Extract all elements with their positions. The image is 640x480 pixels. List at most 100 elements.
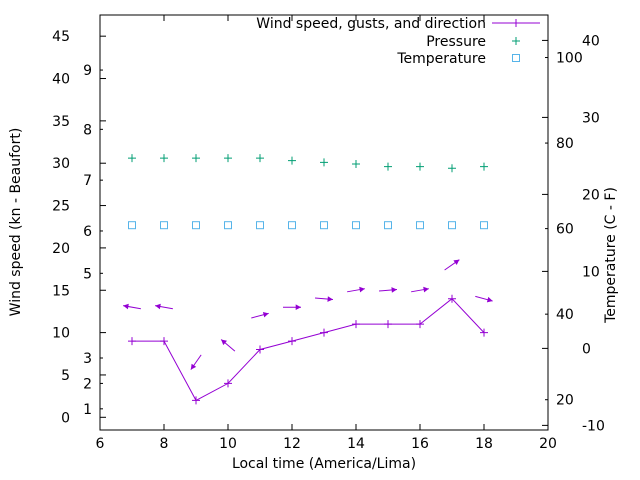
pressure-point [448, 164, 456, 173]
arrow-head [262, 312, 269, 318]
pressure-point [288, 156, 296, 165]
temperature-point [320, 221, 328, 230]
beaufort-tick-label: 2 [83, 376, 92, 392]
plot-area: 6 8 10 12 14 16 18 2005101520253035404512356789… [52, 14, 605, 452]
pressure-point [128, 154, 136, 163]
celsius-tick-label: 40 [582, 33, 600, 49]
pressure-point [416, 162, 424, 171]
x-tick-label: 16 [411, 436, 429, 452]
wind-direction-arrow [251, 312, 269, 319]
pressure-point [480, 162, 488, 171]
wind-point [320, 328, 328, 337]
kn-tick-label: 45 [52, 29, 70, 45]
x-axis-title: Local time (America/Lima) [232, 456, 416, 472]
x-tick-label: 18 [475, 436, 493, 452]
pressure-series [128, 154, 488, 173]
legend-label: Pressure [426, 34, 486, 50]
kn-tick-label: 10 [52, 326, 70, 342]
arrow-head [359, 286, 365, 293]
legend-sample-marker [512, 19, 520, 27]
wind-direction-arrow [378, 287, 398, 293]
x-tick-label: 10 [219, 436, 237, 452]
pressure-point [320, 158, 328, 167]
wind-direction-arrow [444, 259, 460, 271]
arrow-head [453, 259, 460, 265]
kn-tick-label: 35 [52, 114, 70, 130]
wind-point [160, 337, 168, 346]
temperature-point [416, 221, 424, 230]
fahrenheit-tick-label: 20 [556, 393, 574, 409]
temperature-point [192, 221, 200, 230]
wind-point [224, 379, 232, 388]
kn-tick-label: 15 [52, 283, 70, 299]
temperature-point [448, 221, 456, 230]
fahrenheit-tick-label: 100 [556, 51, 583, 67]
arrow-head [295, 304, 301, 310]
y-axis-left-title: Wind speed (kn - Beaufort) [8, 128, 24, 317]
wind-point [384, 320, 392, 329]
pressure-point [192, 154, 200, 163]
beaufort-tick-label: 7 [83, 173, 92, 189]
x-axis-ticks: 6 8 10 12 14 16 18 20 [96, 15, 557, 452]
beaufort-tick-label: 9 [83, 63, 92, 79]
legend-entry: Wind speed, gusts, and direction [256, 16, 540, 32]
beaufort-tick-label: 8 [83, 122, 92, 138]
pressure-point [160, 154, 168, 163]
wind-direction-arrow [283, 304, 301, 310]
wind-direction-arrow [220, 339, 236, 352]
wind-direction-arrow [190, 354, 202, 370]
pressure-point [224, 154, 232, 163]
wind-direction-arrow [314, 296, 334, 302]
arrow-head [123, 303, 129, 310]
plot-border [99, 14, 549, 431]
wind-point [256, 345, 264, 354]
kn-tick-label: 25 [52, 199, 70, 215]
wind-direction-arrow [155, 303, 173, 310]
beaufort-tick-label: 5 [83, 266, 92, 282]
pressure-point [352, 160, 360, 169]
wind-speed-line [132, 298, 485, 402]
arrow-head [486, 296, 493, 303]
kn-tick-label: 20 [52, 241, 70, 257]
kn-tick-label: 40 [52, 72, 70, 88]
wind-series [123, 259, 493, 405]
wind-direction-arrow [475, 295, 493, 303]
temperature-point [128, 221, 136, 230]
beaufort-tick-label: 3 [83, 351, 92, 367]
pressure-point [256, 154, 264, 163]
legend-sample-marker [512, 37, 520, 45]
wind-direction-arrow [411, 286, 429, 293]
legend-sample-marker [512, 54, 520, 62]
temperature-point [160, 221, 168, 230]
legend-label: Wind speed, gusts, and direction [256, 16, 486, 32]
wind-point [480, 328, 488, 337]
celsius-tick-label: 30 [582, 110, 600, 126]
celsius-tick-label: 0 [582, 341, 591, 357]
right-axis-ticks: -10 0 10 20 30 40 20 40 60 80 100 [542, 33, 605, 434]
temperature-point [352, 221, 360, 230]
arrow-head [423, 286, 429, 293]
legend: Wind speed, gusts, and direction Pressure… [256, 16, 540, 67]
fahrenheit-tick-label: 60 [556, 222, 574, 238]
x-tick-label: 6 [96, 436, 105, 452]
celsius-tick-label: -10 [582, 418, 605, 434]
temperature-point [384, 221, 392, 230]
x-tick-label: 12 [283, 436, 301, 452]
wind-point [192, 396, 200, 405]
arrow-head [327, 296, 333, 302]
temperature-point [480, 221, 488, 230]
wind-direction-arrow [123, 303, 141, 310]
x-tick-label: 20 [539, 436, 557, 452]
beaufort-tick-label: 6 [83, 224, 92, 240]
temperature-point [256, 221, 264, 230]
arrow-head [155, 303, 161, 310]
kn-tick-label: 5 [61, 368, 70, 384]
temperature-series [128, 221, 488, 230]
arrow-head [190, 363, 197, 370]
wind-point [448, 294, 456, 303]
y-axis-right-title: Temperature (C - F) [603, 187, 619, 324]
arrow-head [221, 339, 227, 346]
beaufort-tick-label: 1 [83, 402, 92, 418]
